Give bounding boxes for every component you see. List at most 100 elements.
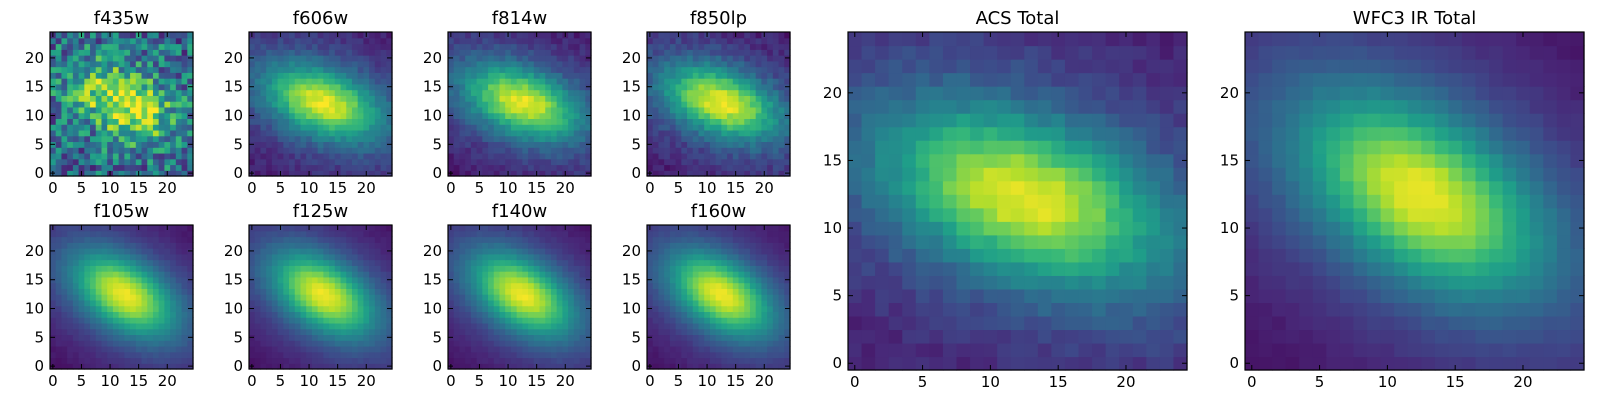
- heatmap-cell: [61, 334, 68, 341]
- heatmap-cell: [528, 112, 535, 119]
- heatmap-cell: [562, 124, 569, 131]
- heatmap-cell: [499, 271, 506, 278]
- heatmap-cell: [306, 124, 313, 131]
- heatmap-cell: [709, 322, 717, 330]
- heatmap-cell: [323, 276, 330, 284]
- heatmap-cell: [124, 288, 131, 295]
- heatmap-cell: [568, 236, 575, 243]
- heatmap-cell: [573, 129, 581, 137]
- heatmap-cell: [147, 129, 154, 137]
- heatmap-cell: [709, 357, 717, 364]
- heatmap-cell: [84, 106, 91, 114]
- heatmap-cell: [459, 305, 466, 312]
- heatmap-cell: [767, 282, 774, 289]
- heatmap-cell: [669, 351, 677, 359]
- heatmap-cell: [778, 118, 785, 125]
- heatmap-cell: [510, 311, 518, 318]
- heatmap-cell: [266, 322, 273, 330]
- heatmap-cell: [118, 248, 125, 255]
- heatmap-cell: [585, 158, 592, 166]
- heatmap-cell: [687, 78, 694, 85]
- heatmap-cell: [493, 253, 501, 261]
- heatmap-cell: [755, 118, 762, 125]
- heatmap-cell: [101, 230, 108, 238]
- heatmap-cell: [493, 340, 501, 347]
- heatmap-cell: [772, 345, 780, 353]
- heatmap-cell: [311, 60, 319, 68]
- heatmap-cell: [374, 32, 382, 39]
- heatmap-cell: [579, 124, 586, 131]
- heatmap-cell: [778, 334, 785, 341]
- heatmap-cell: [329, 101, 336, 108]
- heatmap-cell: [329, 170, 336, 177]
- heatmap-cell: [664, 288, 671, 295]
- heatmap-cell: [658, 78, 665, 85]
- heatmap-cell: [539, 225, 546, 232]
- heatmap-cell: [664, 164, 671, 171]
- heatmap-cell: [294, 317, 302, 324]
- heatmap-cell: [152, 357, 160, 364]
- heatmap-cell: [130, 66, 137, 73]
- heatmap-cell: [698, 299, 705, 307]
- heatmap-cell: [465, 49, 472, 56]
- heatmap-cell: [175, 328, 183, 336]
- heatmap-cell: [465, 72, 472, 79]
- heatmap-cell: [289, 43, 296, 50]
- heatmap-cell: [107, 230, 114, 238]
- x-tick-label: 20: [556, 372, 575, 390]
- heatmap-cell: [78, 129, 85, 137]
- heatmap-cell: [141, 328, 148, 336]
- heatmap-cell: [652, 89, 660, 96]
- heatmap-cell: [761, 294, 768, 301]
- heatmap-cell: [170, 95, 177, 102]
- heatmap-cell: [67, 95, 74, 102]
- heatmap-cell: [266, 101, 273, 108]
- heatmap-cell: [482, 328, 489, 336]
- heatmap-cell: [90, 242, 97, 249]
- heatmap-cell: [346, 124, 353, 131]
- heatmap-cell: [187, 135, 194, 143]
- heatmap-cell: [647, 351, 654, 359]
- heatmap-cell: [152, 141, 160, 148]
- heatmap-cell: [499, 242, 506, 249]
- heatmap-cell: [311, 141, 319, 148]
- heatmap-cell: [738, 282, 745, 289]
- heatmap-cell: [289, 95, 296, 102]
- heatmap-cell: [386, 340, 393, 347]
- heatmap-cell: [283, 271, 290, 278]
- heatmap-cell: [357, 60, 364, 68]
- heatmap-cell: [90, 135, 97, 143]
- heatmap-cell: [181, 152, 188, 160]
- y-tick-label: 5: [233, 328, 243, 346]
- heatmap-cell: [528, 49, 535, 56]
- heatmap-cell: [363, 135, 370, 143]
- heatmap-cell: [72, 317, 80, 324]
- heatmap-cell: [510, 322, 518, 330]
- heatmap-cell: [744, 135, 751, 143]
- heatmap-cell: [187, 164, 194, 171]
- heatmap-cell: [738, 147, 745, 154]
- heatmap-cell: [323, 147, 330, 154]
- heatmap-cell: [141, 345, 148, 353]
- heatmap-cell: [732, 351, 740, 359]
- heatmap-cell: [522, 152, 529, 160]
- heatmap-cell: [749, 147, 757, 154]
- heatmap-cell: [727, 317, 734, 324]
- heatmap-cell: [334, 141, 342, 148]
- heatmap-cell: [300, 288, 307, 295]
- heatmap-cell: [778, 55, 785, 62]
- heatmap-cell: [669, 282, 677, 289]
- heatmap-cell: [164, 141, 171, 148]
- heatmap-cell: [465, 259, 472, 266]
- heatmap-cell: [453, 294, 461, 301]
- heatmap-cell: [124, 253, 131, 261]
- y-tick-label: 0: [34, 357, 44, 375]
- heatmap-cell: [90, 271, 97, 278]
- heatmap-cell: [681, 170, 688, 177]
- heatmap-cell: [249, 322, 256, 330]
- heatmap-cell: [647, 95, 654, 102]
- heatmap-cell: [772, 288, 780, 295]
- heatmap-cell: [550, 345, 558, 353]
- heatmap-cell: [470, 49, 478, 56]
- heatmap-cell: [459, 43, 466, 50]
